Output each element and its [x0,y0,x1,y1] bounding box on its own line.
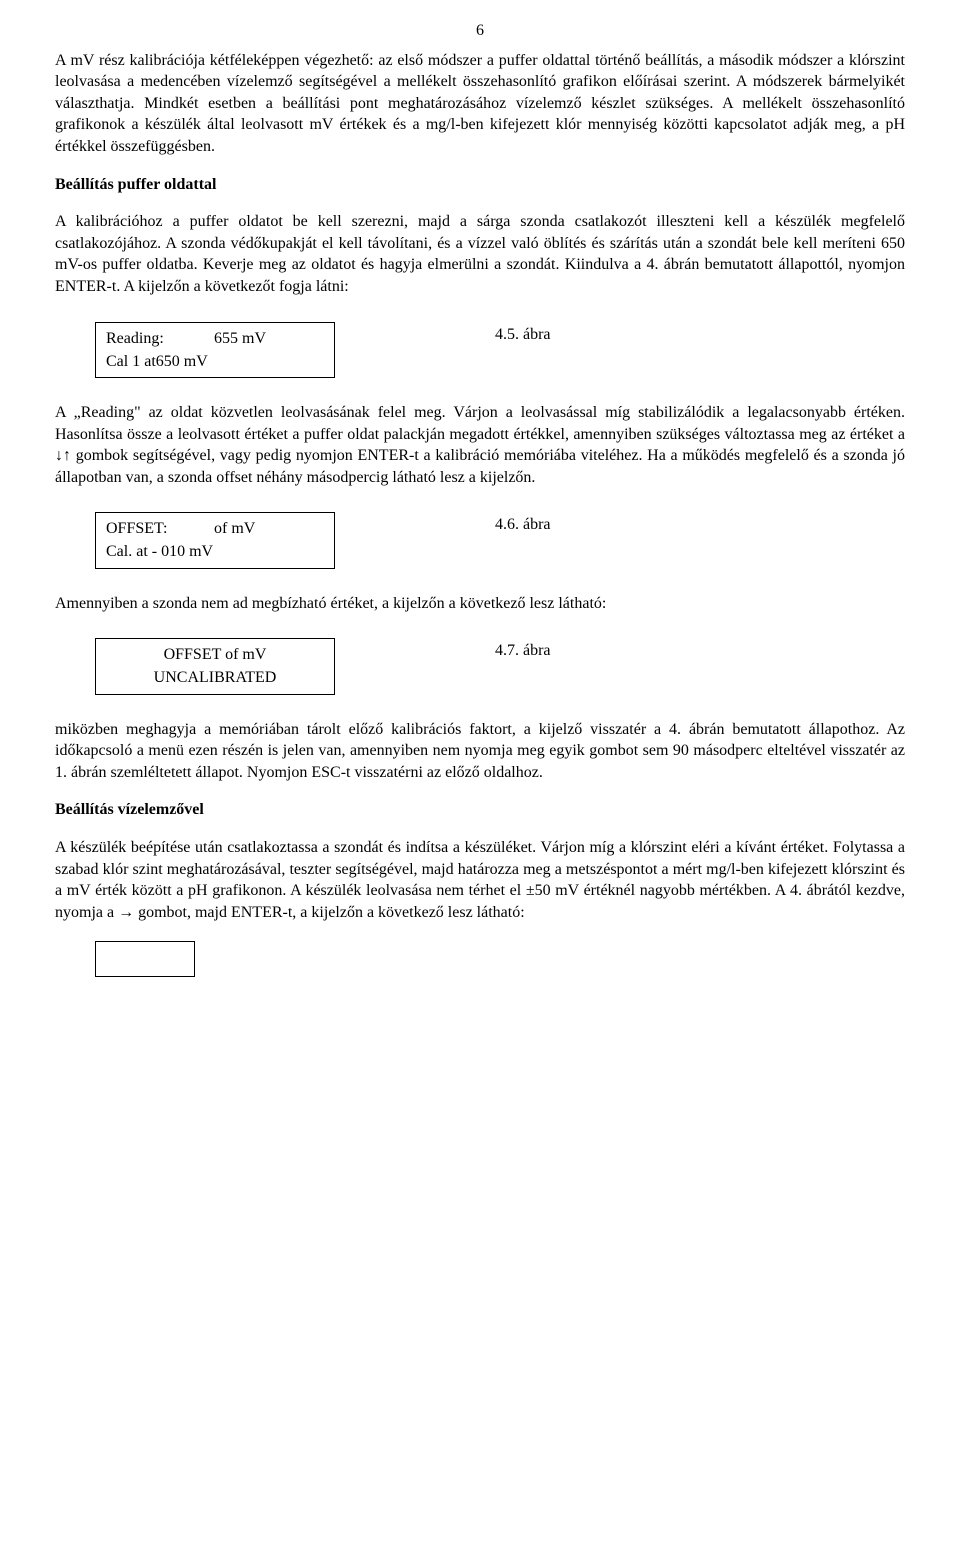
heading-buffer: Beállítás puffer oldattal [55,174,905,196]
display-label: OFFSET: [106,517,196,540]
heading-water: Beállítás vízelemzővel [55,799,905,821]
display-box-empty [95,941,195,977]
display-line1: OFFSET of mV [106,643,324,666]
arrow-down-up-icon: ↓↑ [55,447,71,464]
figure-label-47: 4.7. ábra [495,638,551,662]
display-label: Reading: [106,327,196,350]
display-value: 655 mV [214,327,266,350]
display-line2: Cal. at - 010 mV [106,540,324,563]
display-value: of mV [214,517,255,540]
paragraph-water-1: A készülék beépítése után csatlakoztassa… [55,837,905,923]
paragraph-buffer-1: A kalibrációhoz a puffer oldatot be kell… [55,211,905,297]
display-line2: UNCALIBRATED [106,666,324,689]
display-box-offset: OFFSET: of mV Cal. at - 010 mV [95,512,335,568]
paragraph-reading: A „Reading" az oldat közvetlen leolvasás… [55,402,905,488]
paragraph-reading-b: gombok segítségével, vagy pedig nyomjon … [55,447,905,486]
page-number: 6 [55,20,905,42]
figure-label-45: 4.5. ábra [495,322,551,346]
display-row-1: Reading: 655 mV Cal 1 at650 mV 4.5. ábra [55,322,905,378]
figure-label-46: 4.6. ábra [495,512,551,536]
paragraph-memory: miközben meghagyja a memóriában tárolt e… [55,719,905,784]
paragraph-intro: A mV rész kalibrációja kétféleképpen vég… [55,50,905,158]
display-box-uncalibrated: OFFSET of mV UNCALIBRATED [95,638,335,694]
display-box-reading: Reading: 655 mV Cal 1 at650 mV [95,322,335,378]
display-row-2: OFFSET: of mV Cal. at - 010 mV 4.6. ábra [55,512,905,568]
display-line2: Cal 1 at650 mV [106,350,324,373]
paragraph-unreliable: Amennyiben a szonda nem ad megbízható ér… [55,593,905,615]
display-row-3: OFFSET of mV UNCALIBRATED 4.7. ábra [55,638,905,694]
paragraph-reading-a: A „Reading" az oldat közvetlen leolvasás… [55,404,905,443]
